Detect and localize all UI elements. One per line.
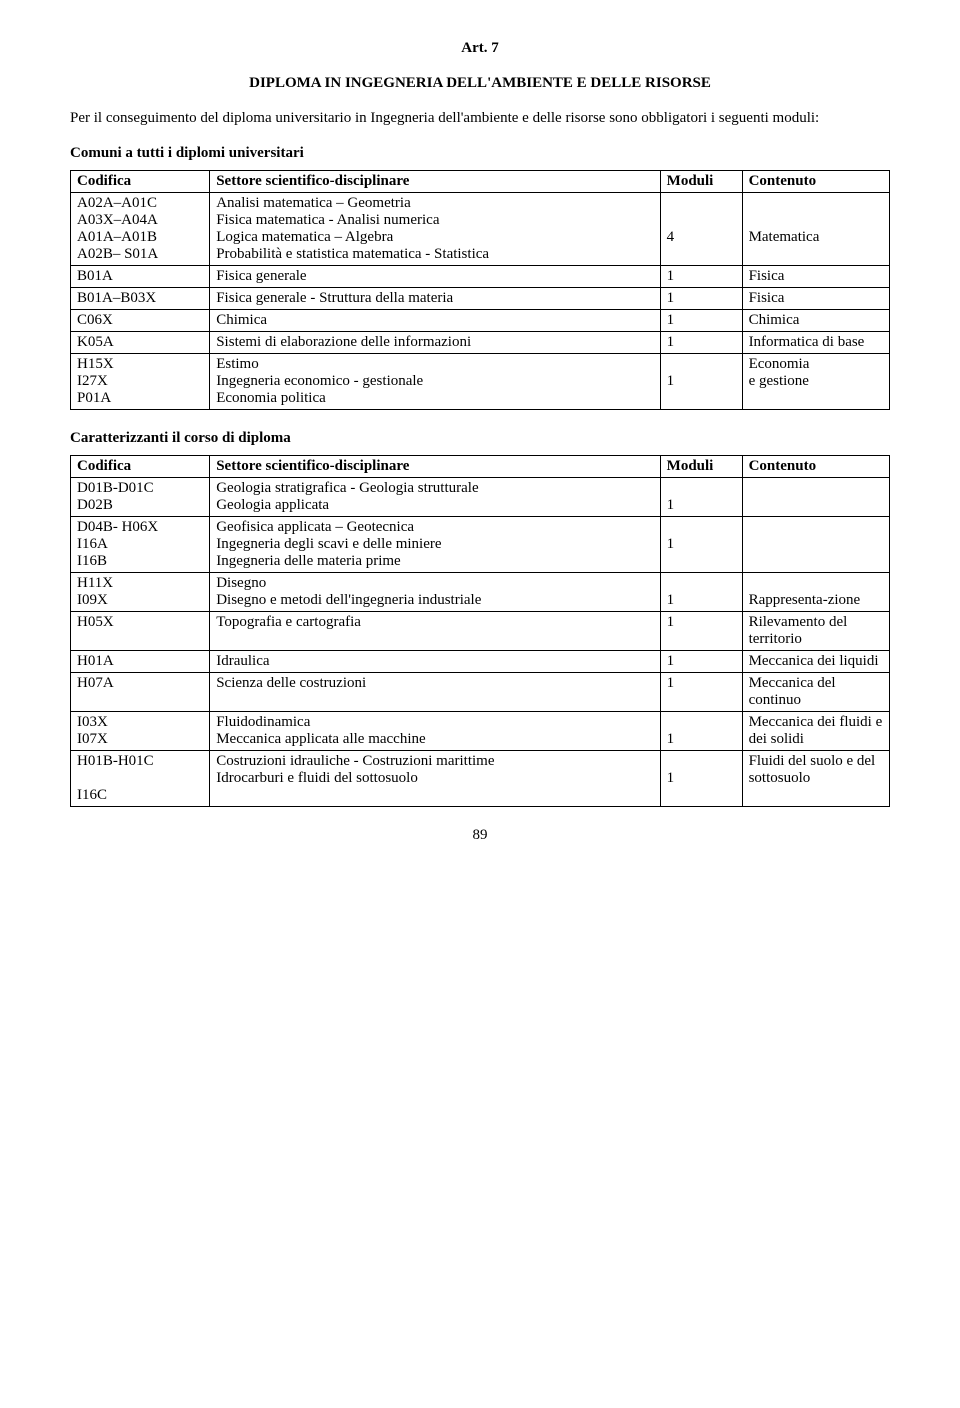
cell-cod: D01B-D01C D02B: [71, 478, 210, 517]
cell-con: Economia e gestione: [742, 354, 889, 410]
intro-paragraph: Per il conseguimento del diploma univers…: [70, 110, 890, 127]
cell-con: Matematica: [742, 193, 889, 266]
cell-set: Analisi matematica – Geometria Fisica ma…: [210, 193, 660, 266]
header-codifica: Codifica: [71, 171, 210, 193]
cell-set: Chimica: [210, 310, 660, 332]
table-row: H01B-H01C I16CCostruzioni idrauliche - C…: [71, 751, 890, 807]
cell-cod: D04B- H06X I16A I16B: [71, 517, 210, 573]
cell-set: Geofisica applicata – Geotecnica Ingegne…: [210, 517, 660, 573]
cell-mod: 1: [660, 354, 742, 410]
cell-mod: 1: [660, 332, 742, 354]
cell-con: [742, 478, 889, 517]
header-contenuto: Contenuto: [742, 456, 889, 478]
cell-cod: H07A: [71, 673, 210, 712]
cell-con: Rilevamento del territorio: [742, 612, 889, 651]
header-moduli: Moduli: [660, 171, 742, 193]
subtitle: DIPLOMA IN INGEGNERIA DELL'AMBIENTE E DE…: [70, 75, 890, 92]
cell-cod: K05A: [71, 332, 210, 354]
cell-mod: 1: [660, 612, 742, 651]
cell-mod: 1: [660, 266, 742, 288]
cell-cod: H11X I09X: [71, 573, 210, 612]
cell-con: Fluidi del suolo e del sottosuolo: [742, 751, 889, 807]
table-row: H15X I27X P01AEstimo Ingegneria economic…: [71, 354, 890, 410]
header-moduli: Moduli: [660, 456, 742, 478]
cell-cod: B01A–B03X: [71, 288, 210, 310]
cell-con: Chimica: [742, 310, 889, 332]
table-row: D04B- H06X I16A I16BGeofisica applicata …: [71, 517, 890, 573]
cell-cod: I03X I07X: [71, 712, 210, 751]
cell-mod: 1: [660, 673, 742, 712]
cell-set: Fluidodinamica Meccanica applicata alle …: [210, 712, 660, 751]
cell-con: Meccanica dei fluidi e dei solidi: [742, 712, 889, 751]
cell-set: Estimo Ingegneria economico - gestionale…: [210, 354, 660, 410]
table-header-row: Codifica Settore scientifico-disciplinar…: [71, 456, 890, 478]
cell-mod: 1: [660, 517, 742, 573]
cell-con: Fisica: [742, 288, 889, 310]
table-row: H07AScienza delle costruzioni1Meccanica …: [71, 673, 890, 712]
cell-mod: 1: [660, 478, 742, 517]
cell-mod: 1: [660, 751, 742, 807]
header-settore: Settore scientifico-disciplinare: [210, 171, 660, 193]
cell-set: Costruzioni idrauliche - Costruzioni mar…: [210, 751, 660, 807]
table-row: A02A–A01C A03X–A04A A01A–A01B A02B– S01A…: [71, 193, 890, 266]
table-header-row: Codifica Settore scientifico-disciplinar…: [71, 171, 890, 193]
table-caratterizzanti: Codifica Settore scientifico-disciplinar…: [70, 455, 890, 807]
header-codifica: Codifica: [71, 456, 210, 478]
table-row: D01B-D01C D02BGeologia stratigrafica - G…: [71, 478, 890, 517]
cell-set: Topografia e cartografia: [210, 612, 660, 651]
page-number: 89: [70, 827, 890, 844]
cell-cod: H01A: [71, 651, 210, 673]
cell-con: Rappresenta-zione: [742, 573, 889, 612]
cell-cod: A02A–A01C A03X–A04A A01A–A01B A02B– S01A: [71, 193, 210, 266]
cell-set: Sistemi di elaborazione delle informazio…: [210, 332, 660, 354]
cell-set: Disegno Disegno e metodi dell'ingegneria…: [210, 573, 660, 612]
table-row: H05XTopografia e cartografia1Rilevamento…: [71, 612, 890, 651]
section1-label: Comuni a tutti i diplomi universitari: [70, 145, 890, 162]
section2-label: Caratterizzanti il corso di diploma: [70, 430, 890, 447]
cell-mod: 1: [660, 288, 742, 310]
table-row: B01A–B03XFisica generale - Struttura del…: [71, 288, 890, 310]
header-contenuto: Contenuto: [742, 171, 889, 193]
cell-set: Idraulica: [210, 651, 660, 673]
cell-cod: H05X: [71, 612, 210, 651]
cell-mod: 4: [660, 193, 742, 266]
cell-mod: 1: [660, 651, 742, 673]
cell-mod: 1: [660, 712, 742, 751]
article-title: Art. 7: [70, 40, 890, 57]
table-row: I03X I07XFluidodinamica Meccanica applic…: [71, 712, 890, 751]
cell-con: Fisica: [742, 266, 889, 288]
cell-set: Geologia stratigrafica - Geologia strutt…: [210, 478, 660, 517]
table-row: C06XChimica1Chimica: [71, 310, 890, 332]
cell-set: Scienza delle costruzioni: [210, 673, 660, 712]
table-row: B01AFisica generale1Fisica: [71, 266, 890, 288]
cell-mod: 1: [660, 573, 742, 612]
cell-set: Fisica generale: [210, 266, 660, 288]
cell-cod: B01A: [71, 266, 210, 288]
table-row: K05ASistemi di elaborazione delle inform…: [71, 332, 890, 354]
cell-cod: H01B-H01C I16C: [71, 751, 210, 807]
table-row: H11X I09XDisegno Disegno e metodi dell'i…: [71, 573, 890, 612]
cell-con: Meccanica dei liquidi: [742, 651, 889, 673]
cell-cod: C06X: [71, 310, 210, 332]
cell-con: Meccanica del continuo: [742, 673, 889, 712]
cell-con: Informatica di base: [742, 332, 889, 354]
cell-con: [742, 517, 889, 573]
header-settore: Settore scientifico-disciplinare: [210, 456, 660, 478]
table-comuni: Codifica Settore scientifico-disciplinar…: [70, 170, 890, 410]
cell-cod: H15X I27X P01A: [71, 354, 210, 410]
cell-mod: 1: [660, 310, 742, 332]
table-row: H01AIdraulica1Meccanica dei liquidi: [71, 651, 890, 673]
cell-set: Fisica generale - Struttura della materi…: [210, 288, 660, 310]
